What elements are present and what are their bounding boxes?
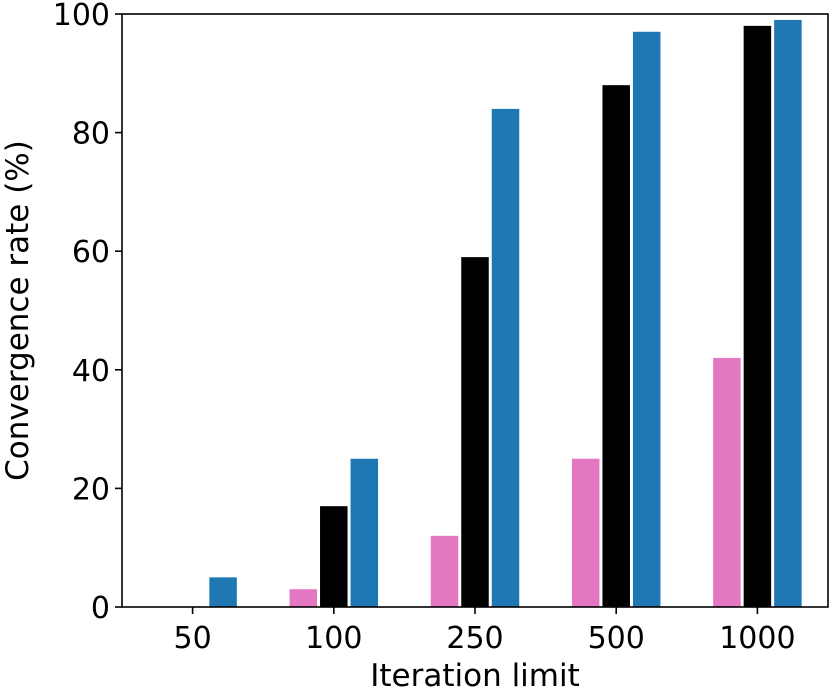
bar-1000-series-1 bbox=[713, 357, 741, 607]
bar-1000-series-3 bbox=[774, 19, 802, 608]
y-tick-label: 20 bbox=[72, 472, 110, 507]
y-tick-label: 100 bbox=[53, 0, 110, 33]
bar-250-series-3 bbox=[491, 108, 520, 607]
bar-100-series-3 bbox=[350, 458, 379, 607]
bar-100-series-1 bbox=[289, 589, 318, 607]
x-axis: 50 100 250 500 1000 bbox=[174, 607, 796, 656]
x-tick-label: 50 bbox=[174, 621, 212, 656]
y-axis-label: Convergence rate (%) bbox=[0, 140, 36, 481]
bar-50-series-3 bbox=[209, 577, 237, 607]
bar-100-series-2 bbox=[320, 506, 348, 607]
bar-250-series-2 bbox=[461, 257, 489, 607]
bars-group bbox=[209, 19, 802, 608]
y-tick-label: 80 bbox=[72, 117, 110, 152]
y-axis: 0 20 40 60 80 100 bbox=[53, 0, 122, 626]
bar-250-series-1 bbox=[430, 535, 459, 607]
bar-500-series-1 bbox=[571, 458, 600, 607]
y-tick-label: 0 bbox=[91, 591, 110, 626]
x-axis-label: Iteration limit bbox=[370, 658, 580, 690]
bar-500-series-2 bbox=[602, 85, 630, 607]
x-tick-label: 100 bbox=[305, 621, 362, 656]
y-tick-label: 60 bbox=[72, 235, 110, 270]
bar-1000-series-2 bbox=[743, 25, 772, 608]
y-tick-label: 40 bbox=[72, 354, 110, 389]
bar-500-series-3 bbox=[632, 31, 661, 608]
x-tick-label: 500 bbox=[588, 621, 645, 656]
x-tick-label: 1000 bbox=[719, 621, 795, 656]
x-tick-label: 250 bbox=[446, 621, 503, 656]
